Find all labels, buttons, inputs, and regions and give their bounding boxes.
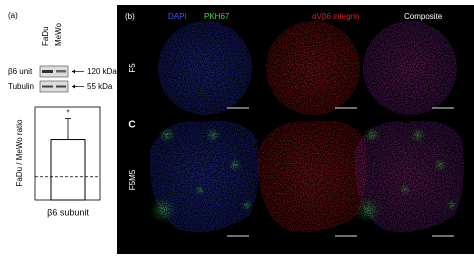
green-cluster — [228, 158, 242, 172]
lane-label: FaDu — [41, 26, 50, 46]
green-cluster — [446, 199, 458, 211]
green-cluster — [241, 199, 253, 211]
green-cluster — [158, 126, 176, 144]
channel-header: DAPI — [168, 12, 187, 21]
blot-band — [42, 85, 53, 88]
spheroid — [158, 21, 252, 115]
kda-label: 55 kDa — [87, 82, 113, 91]
significance-mark: * — [66, 109, 69, 118]
panel-label: (b) — [125, 12, 135, 21]
y-axis-label: FaDu / MeWo ratio — [15, 119, 24, 187]
green-cluster — [354, 196, 382, 224]
kda-label: 120 kDa — [87, 67, 117, 76]
spheroid — [257, 120, 367, 233]
blot-row-label: β6 unit — [8, 67, 33, 76]
channel-header: αVβ6 integrin — [312, 12, 359, 21]
spheroid — [266, 21, 360, 115]
blot-row-label: Tubulin — [8, 82, 34, 91]
arrow-head — [72, 69, 75, 74]
spheroid — [354, 120, 464, 233]
green-cluster — [410, 127, 426, 143]
lane-label: MeWo — [54, 22, 63, 46]
green-cluster — [205, 127, 221, 143]
green-cluster — [194, 184, 206, 196]
arrow-head — [72, 84, 75, 89]
channel-header: PKH67 — [204, 12, 230, 21]
row-label: F5M5 — [128, 169, 137, 190]
blot-band-box — [39, 80, 69, 93]
bar-chart: FaDu / MeWo ratio β6 subunit * — [15, 106, 101, 217]
green-cluster — [363, 126, 381, 144]
micrographs — [149, 21, 464, 237]
blot-band — [56, 85, 66, 88]
green-cluster — [149, 196, 177, 224]
green-cluster — [399, 184, 411, 196]
spheroid — [363, 21, 457, 115]
green-cluster — [433, 158, 447, 172]
bar — [50, 139, 86, 201]
x-axis-label: β6 subunit — [47, 207, 89, 217]
section-label: C — [128, 120, 135, 131]
spheroid — [149, 120, 259, 233]
channel-header: Composite — [404, 12, 443, 21]
row-label: F5 — [128, 63, 137, 73]
panel-label: (a) — [8, 11, 18, 20]
blot-band — [56, 70, 66, 73]
blot-band-box — [39, 65, 69, 78]
blot-band — [42, 70, 53, 73]
